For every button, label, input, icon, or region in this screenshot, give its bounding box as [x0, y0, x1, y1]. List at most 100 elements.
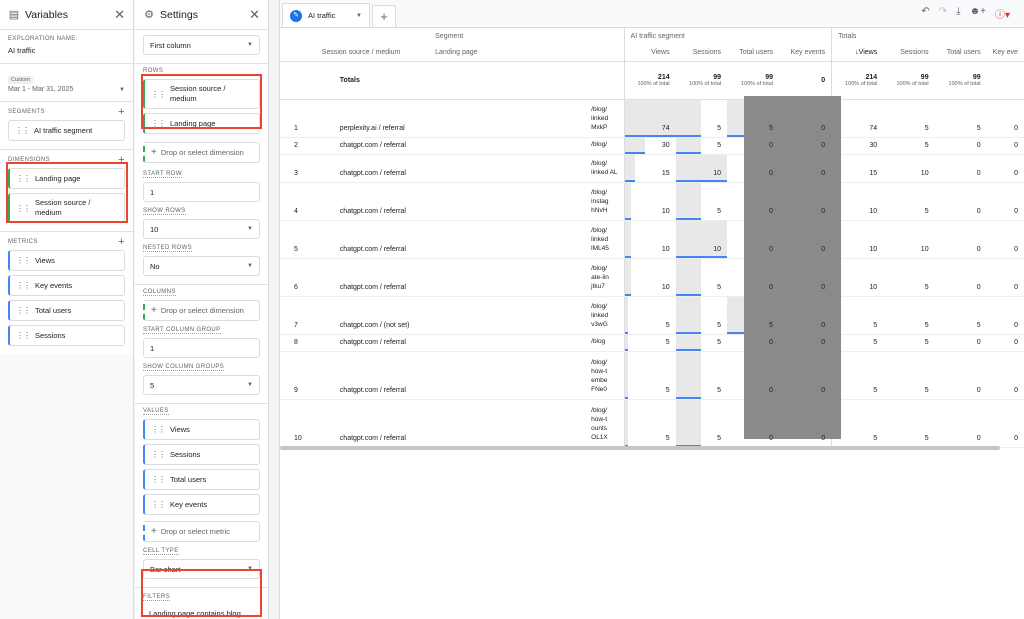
metric-chip[interactable]: ⋮⋮ Views	[8, 250, 125, 271]
tab-ai-traffic[interactable]: ✎ AI traffic ▼	[282, 3, 370, 27]
drop-metric[interactable]: + Drop or select metric	[143, 521, 260, 542]
landing-page-text: how-t	[591, 367, 608, 375]
drag-handle-icon[interactable]: ⋮⋮	[151, 500, 166, 509]
landing-page-cell: /blog/linked AL	[429, 154, 625, 183]
col-total-users-header[interactable]: Total users	[946, 48, 981, 56]
nested-rows-select[interactable]: No ▼	[143, 256, 260, 276]
col-landing-header[interactable]: Landing page	[435, 48, 478, 56]
technique-select[interactable]: First column ▼	[143, 35, 260, 55]
metric-bar-fill	[625, 334, 628, 350]
table-row[interactable]: 5 chatgpt.com / referral/blog/linked lML45…	[280, 220, 1024, 259]
drop-dimension-row[interactable]: + Drop or select dimension	[143, 142, 260, 163]
col-total-sessions-header[interactable]: Sessions	[900, 48, 929, 56]
table-row[interactable]: 2 chatgpt.com / referral/blog/30 5 0 0 30 5 0 0	[280, 137, 1024, 155]
col-total-views-header[interactable]: ↓Views	[831, 44, 884, 61]
metric-value: 74	[661, 124, 670, 132]
drag-handle-icon[interactable]: ⋮⋮	[16, 256, 31, 265]
metric-label: Total users	[35, 306, 72, 315]
add-segment-icon[interactable]: +	[118, 106, 125, 118]
show-col-groups-select[interactable]: 5 ▼	[143, 375, 260, 395]
source-medium-cell: chatgpt.com / referral	[307, 137, 430, 155]
segment-chip[interactable]: ⋮⋮ AI traffic segment	[8, 120, 125, 141]
landing-page-text: hNvH	[591, 206, 608, 214]
metric-cell: 5	[675, 399, 727, 448]
drag-handle-icon[interactable]: ⋮⋮	[16, 331, 31, 340]
metric-cell: 10	[883, 220, 935, 259]
row-chip[interactable]: ⋮⋮ Landing page	[143, 113, 260, 134]
drag-handle-icon[interactable]: ⋮⋮	[151, 119, 166, 128]
add-tab-button[interactable]: +	[372, 5, 396, 27]
col-keyevents-header[interactable]: Key events	[790, 48, 826, 56]
metric-cell: 10	[675, 154, 727, 183]
value-chip[interactable]: ⋮⋮ Views	[143, 419, 260, 440]
horizontal-scrollbar[interactable]	[280, 446, 1000, 450]
chevron-down-icon[interactable]: ▼	[356, 12, 362, 19]
metric-cell: 5	[675, 334, 727, 352]
drag-handle-icon[interactable]: ⋮⋮	[15, 126, 30, 135]
metric-value: 10	[661, 283, 670, 291]
row-number: 4	[280, 182, 308, 221]
metric-cell: 0	[934, 220, 987, 259]
total-pct: 100% of total	[740, 80, 774, 87]
table-row[interactable]: 3 chatgpt.com / referral/blog/linked AL 15…	[280, 154, 1024, 183]
exploration-name[interactable]: AI traffic	[8, 46, 36, 55]
metric-bar	[625, 396, 628, 398]
value-chip[interactable]: ⋮⋮ Key events	[143, 494, 260, 515]
drag-handle-icon[interactable]: ⋮⋮	[151, 89, 166, 99]
table-row[interactable]: 4 chatgpt.com / referral/blog/instag hNvH 1…	[280, 182, 1024, 221]
add-metric-icon[interactable]: +	[118, 236, 125, 248]
show-rows-select[interactable]: 10 ▼	[143, 219, 260, 239]
columns-section: COLUMNS + Drop or select dimension START …	[135, 285, 268, 404]
drop-dimension-column[interactable]: + Drop or select dimension	[143, 300, 260, 321]
download-icon[interactable]: ⤓	[956, 6, 961, 17]
table-row[interactable]: 10 chatgpt.com / referral/blog/how-t ounts…	[280, 399, 1024, 448]
metric-value: 0	[769, 169, 774, 177]
value-chip[interactable]: ⋮⋮ Sessions	[143, 444, 260, 465]
share-user-icon[interactable]: ☻+	[969, 6, 986, 17]
start-col-group-input[interactable]: 1	[143, 338, 260, 358]
table-row[interactable]: 6 chatgpt.com / referral/blog/ate-lin jtku…	[280, 258, 1024, 297]
start-row-input[interactable]: 1	[143, 182, 260, 202]
table-row[interactable]: 7 chatgpt.com / (not set)/blog/linked v3wG…	[280, 296, 1024, 335]
table-row[interactable]: 1 perplexity.ai / referral/blog/linked Mxk…	[280, 99, 1024, 138]
drag-handle-icon[interactable]: ⋮⋮	[16, 281, 31, 290]
col-total-keyevents-header[interactable]: Key eve	[992, 48, 1018, 56]
redo-icon[interactable]: ↷	[938, 6, 948, 17]
landing-page-text: /blog/	[591, 188, 608, 196]
drag-handle-icon[interactable]: ⋮⋮	[151, 450, 166, 459]
totals-label: Totals	[307, 60, 430, 100]
col-sessions-header[interactable]: Sessions	[692, 48, 721, 56]
close-icon[interactable]: ✕	[114, 6, 125, 22]
col-users-header[interactable]: Total users	[739, 48, 774, 56]
table-row[interactable]: 8 chatgpt.com / referral/blog 5 5 0 0 5 5 0 0	[280, 334, 1024, 352]
drag-handle-icon[interactable]: ⋮⋮	[16, 306, 31, 315]
metric-cell: 5	[675, 296, 727, 335]
row-chip[interactable]: ⋮⋮ Session source / medium	[143, 79, 260, 109]
undo-icon[interactable]: ↶	[921, 6, 930, 17]
col-source-header[interactable]: Session source / medium	[321, 48, 401, 56]
landing-page-text: /blog/	[591, 226, 608, 234]
metric-value: 10	[920, 245, 929, 253]
table-row[interactable]: 9 chatgpt.com / referral/blog/how-t embe FN…	[280, 351, 1024, 400]
close-icon[interactable]: ✕	[249, 6, 260, 22]
drag-handle-icon[interactable]: ⋮⋮	[16, 174, 31, 183]
alert-icon[interactable]: ⓘ▾	[994, 10, 1010, 21]
date-range-section[interactable]: Custom Mar 1 - Mar 31, 2025 ▼	[0, 64, 133, 102]
drag-handle-icon[interactable]: ⋮⋮	[151, 475, 166, 484]
row-number: 1	[280, 99, 308, 138]
pencil-icon: ✎	[290, 9, 302, 22]
chevron-down-icon: ▼	[247, 263, 253, 269]
drag-handle-icon[interactable]: ⋮⋮	[151, 425, 166, 434]
dimension-chip[interactable]: ⋮⋮ Session source / medium	[8, 193, 125, 223]
filter-chip[interactable]: Landing page contains blog	[149, 609, 241, 618]
drag-handle-icon[interactable]: ⋮⋮	[16, 203, 31, 213]
value-chip[interactable]: ⋮⋮ Total users	[143, 469, 260, 490]
metric-chip[interactable]: ⋮⋮ Sessions	[8, 325, 125, 346]
cell-type-select[interactable]: Bar chart ▼	[143, 559, 260, 579]
metric-chip[interactable]: ⋮⋮ Total users	[8, 300, 125, 321]
metric-cell: 0	[986, 99, 1024, 138]
add-dimension-icon[interactable]: +	[118, 154, 125, 166]
col-views-header[interactable]: Views	[623, 44, 676, 61]
dimension-chip[interactable]: ⋮⋮ Landing page	[8, 168, 125, 189]
metric-chip[interactable]: ⋮⋮ Key events	[8, 275, 125, 296]
